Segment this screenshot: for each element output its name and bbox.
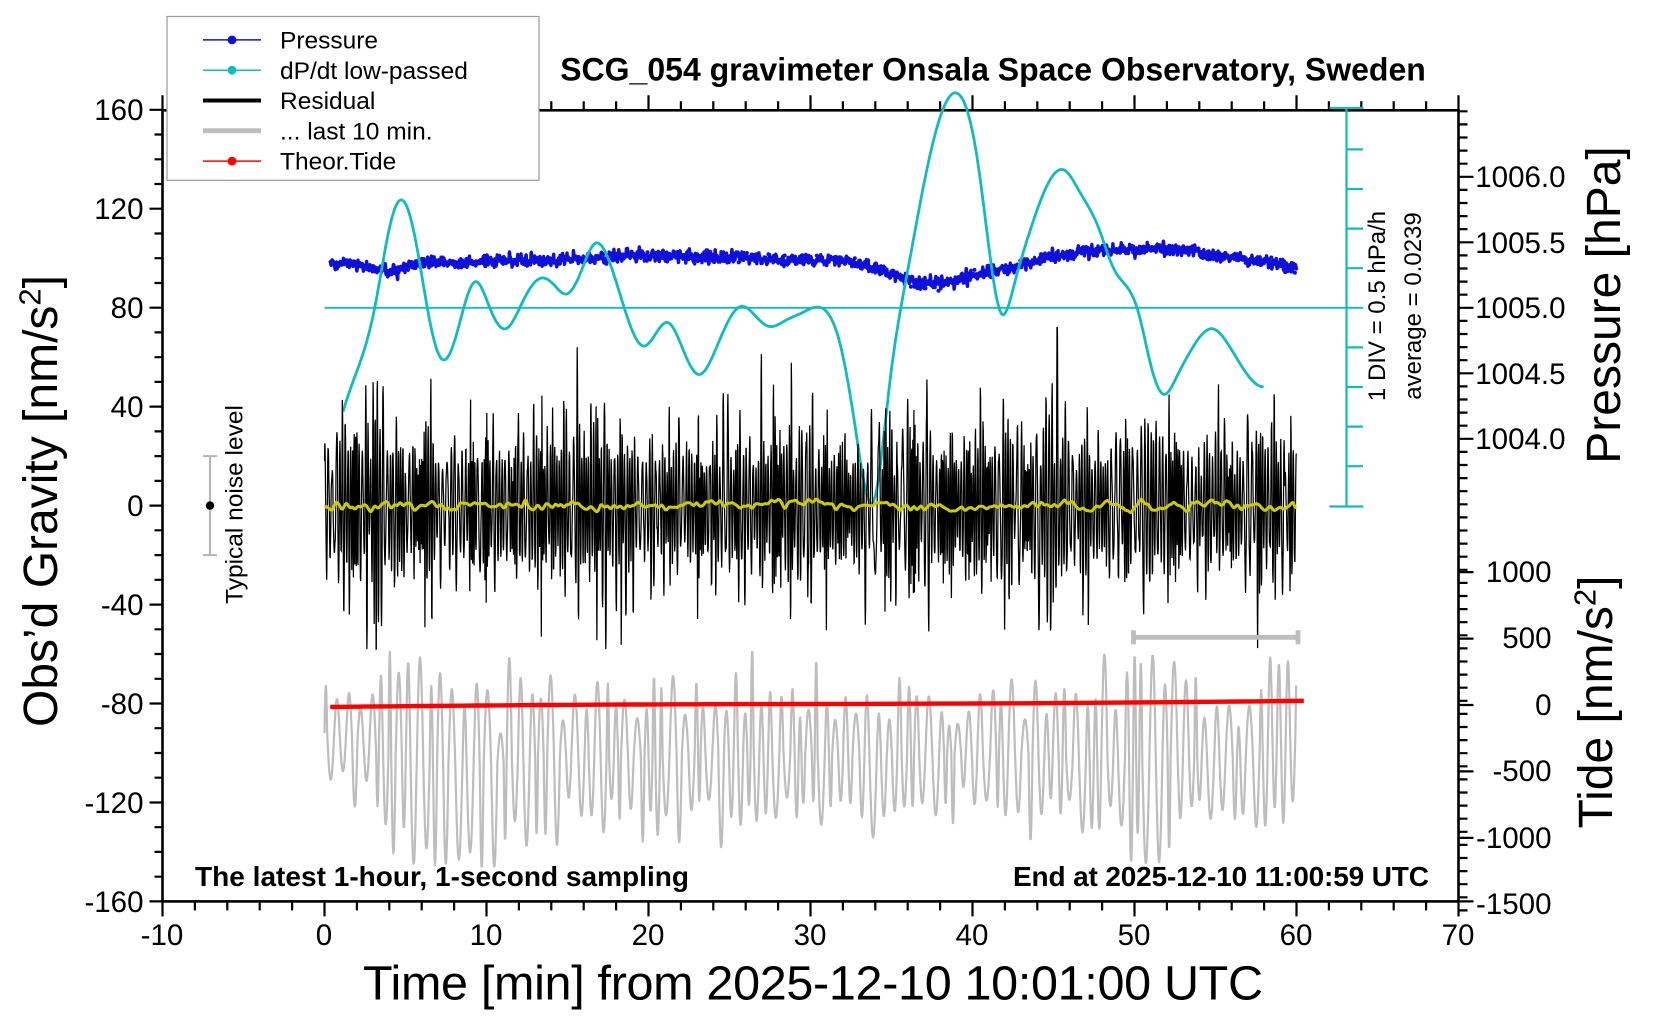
svg-text:0: 0: [127, 490, 143, 523]
svg-text:-80: -80: [101, 688, 144, 721]
svg-text:1 DIV = 0.5 hPa/h: 1 DIV = 0.5 hPa/h: [1364, 211, 1391, 401]
svg-text:80: 80: [111, 292, 144, 325]
svg-text:30: 30: [794, 919, 827, 952]
svg-text:average = 0.0239: average = 0.0239: [1400, 212, 1427, 400]
svg-text:... last 10 min.: ... last 10 min.: [280, 118, 433, 145]
svg-text:Obs’d Gravity [nm/s2]: Obs’d Gravity [nm/s2]: [13, 275, 69, 727]
svg-text:-500: -500: [1492, 755, 1551, 788]
svg-text:160: 160: [94, 94, 143, 127]
svg-text:0: 0: [1535, 689, 1551, 722]
svg-text:120: 120: [94, 193, 143, 226]
svg-text:SCG_054 gravimeter Onsala Spac: SCG_054 gravimeter Onsala Space Observat…: [560, 52, 1426, 88]
svg-text:dP/dt low-passed: dP/dt low-passed: [280, 58, 468, 85]
svg-text:-1000: -1000: [1476, 822, 1551, 855]
svg-text:Tide [nm/s2]: Tide [nm/s2]: [1568, 576, 1624, 829]
svg-text:-120: -120: [84, 787, 143, 820]
svg-text:Pressure: Pressure: [280, 28, 378, 55]
svg-text:70: 70: [1442, 919, 1475, 952]
svg-text:1000: 1000: [1486, 556, 1552, 589]
svg-text:500: 500: [1502, 622, 1551, 655]
svg-text:1005.0: 1005.0: [1475, 292, 1565, 325]
svg-text:1005.5: 1005.5: [1475, 227, 1565, 260]
svg-text:50: 50: [1118, 919, 1151, 952]
svg-text:Time [min] from 2025-12-10 10:: Time [min] from 2025-12-10 10:01:00 UTC: [363, 957, 1263, 1011]
svg-text:20: 20: [632, 919, 665, 952]
svg-text:60: 60: [1280, 919, 1313, 952]
svg-text:-10: -10: [141, 919, 184, 952]
svg-text:40: 40: [956, 919, 989, 952]
svg-text:40: 40: [111, 391, 144, 424]
svg-text:-1500: -1500: [1476, 888, 1551, 921]
svg-text:Pressure [hPa]: Pressure [hPa]: [1578, 146, 1631, 463]
svg-text:Typical noise level: Typical noise level: [222, 405, 249, 604]
svg-text:Residual: Residual: [280, 88, 375, 115]
svg-text:-40: -40: [101, 589, 144, 622]
svg-text:The latest 1-hour, 1-second sa: The latest 1-hour, 1-second sampling: [195, 861, 689, 892]
svg-text:0: 0: [316, 919, 332, 952]
svg-text:End at 2025-12-10 11:00:59 UTC: End at 2025-12-10 11:00:59 UTC: [1013, 861, 1429, 892]
svg-text:-160: -160: [84, 886, 143, 919]
svg-text:1004.0: 1004.0: [1475, 423, 1565, 456]
svg-text:1004.5: 1004.5: [1475, 358, 1565, 391]
svg-text:1006.0: 1006.0: [1475, 161, 1565, 194]
svg-text:Theor.Tide: Theor.Tide: [280, 149, 396, 176]
svg-text:10: 10: [470, 919, 503, 952]
